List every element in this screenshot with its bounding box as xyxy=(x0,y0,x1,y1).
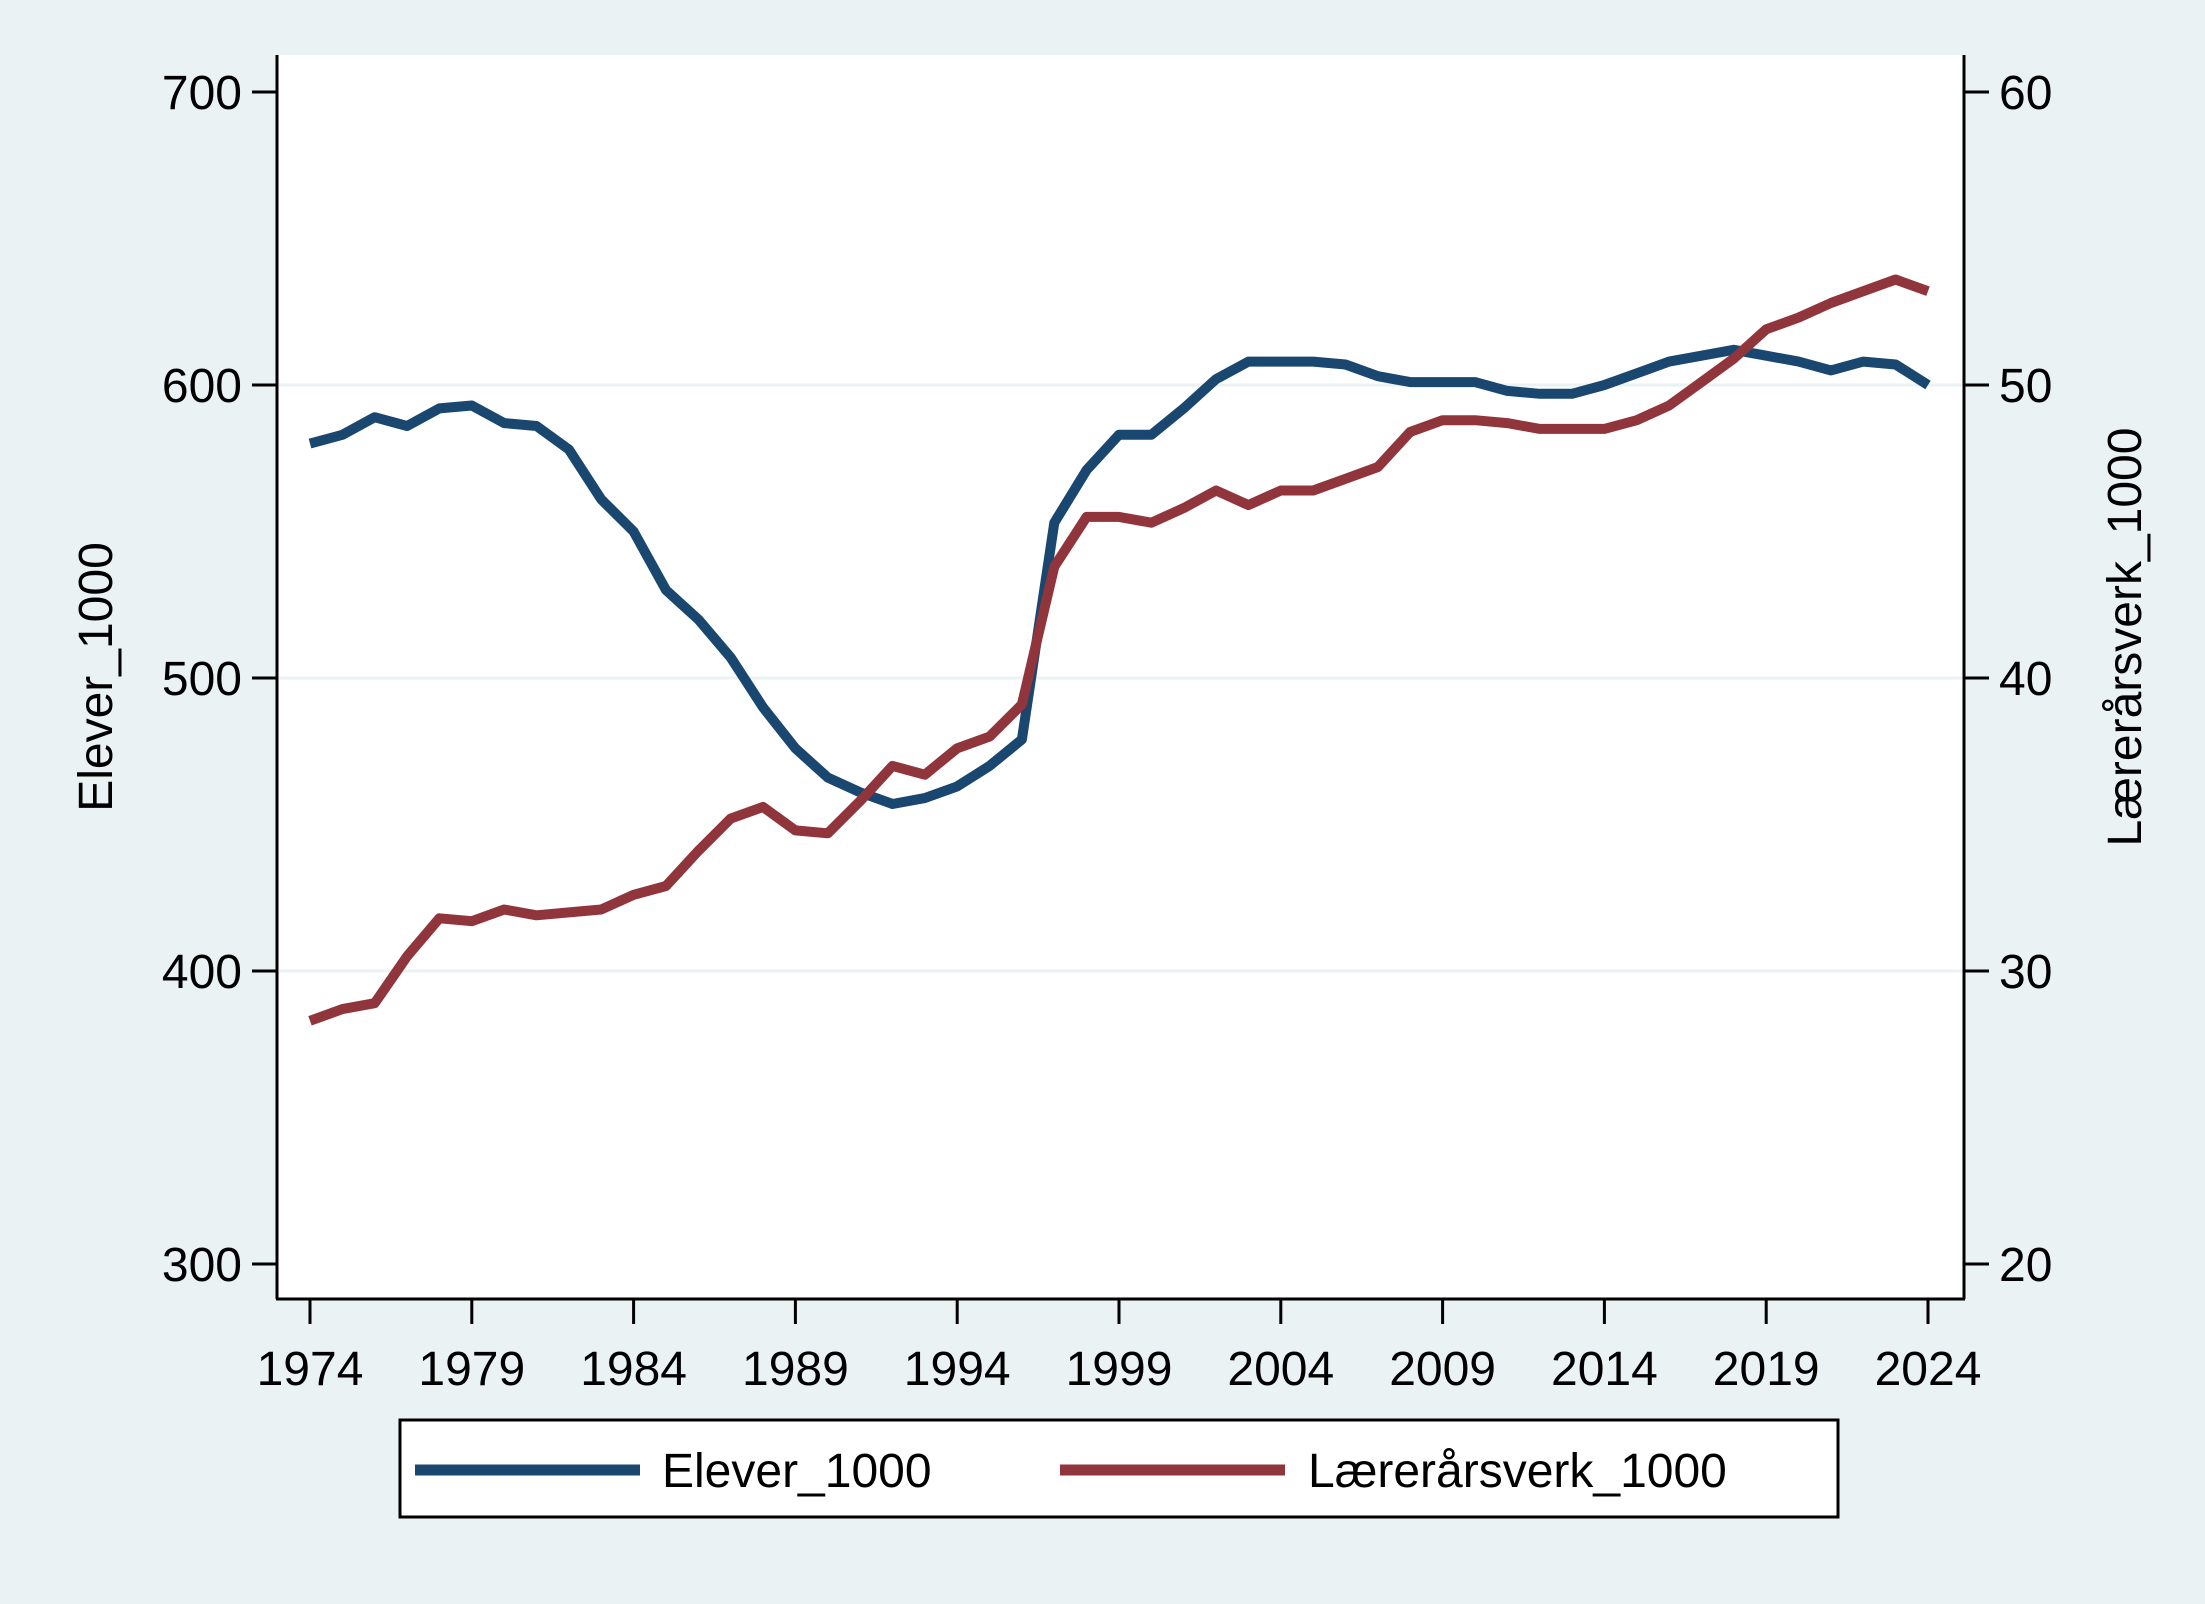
x-tick-label: 2004 xyxy=(1227,1343,1334,1396)
tick-marks-and-labels: 300 400 500 600 700 20 30 40 50 60 1974 1979 1984 198… xyxy=(162,67,2052,1396)
y-tick-label: 500 xyxy=(162,653,242,706)
grid-lines xyxy=(279,383,1962,973)
x-tick-label: 1999 xyxy=(1066,1343,1173,1396)
y2-tick-label: 50 xyxy=(1999,360,2052,413)
legend: Elever_1000 Lærerårsverk_1000 xyxy=(398,1418,1840,1519)
legend-label-elever: Elever_1000 xyxy=(662,1445,932,1498)
x-tick-label: 1984 xyxy=(580,1343,687,1396)
x-tick-label: 2014 xyxy=(1551,1343,1658,1396)
legend-label-laerer: Lærerårsverk_1000 xyxy=(1308,1445,1727,1498)
y-tick-label: 300 xyxy=(162,1239,242,1292)
series-line-elever xyxy=(308,344,1931,809)
y2-tick-label: 40 xyxy=(1999,653,2052,706)
y-axis-title: Elever_1000 xyxy=(70,542,123,812)
y2-tick-label: 60 xyxy=(1999,67,2052,120)
x-tick-label: 1979 xyxy=(418,1343,525,1396)
y2-axis-title: Lærerårsverk_1000 xyxy=(2099,428,2152,847)
x-tick-label: 2009 xyxy=(1389,1343,1496,1396)
x-tick-label: 1989 xyxy=(742,1343,849,1396)
y-tick-label: 700 xyxy=(162,67,242,120)
series-lines xyxy=(308,274,1931,1026)
series-line-laerer xyxy=(308,274,1930,1026)
y2-tick-label: 30 xyxy=(1999,946,2052,999)
y-tick-label: 600 xyxy=(162,360,242,413)
x-tick-label: 2024 xyxy=(1875,1343,1982,1396)
x-tick-label: 1974 xyxy=(257,1343,364,1396)
x-tick-label: 1994 xyxy=(904,1343,1011,1396)
y-tick-label: 400 xyxy=(162,946,242,999)
x-tick-label: 2019 xyxy=(1713,1343,1820,1396)
y2-tick-label: 20 xyxy=(1999,1239,2052,1292)
